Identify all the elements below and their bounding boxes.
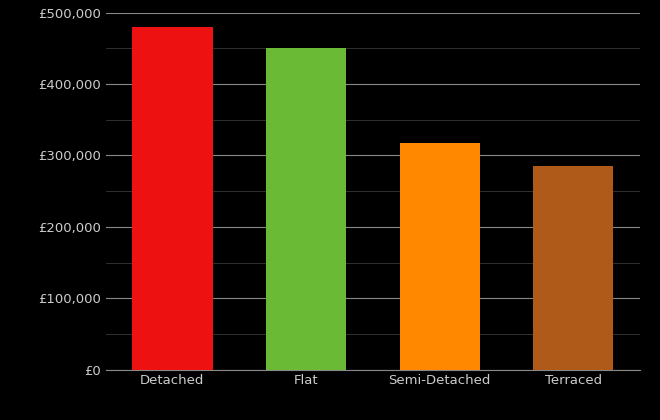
Bar	[533, 166, 614, 370]
Bar	[266, 48, 346, 370]
Bar	[400, 143, 480, 370]
Bar	[132, 27, 213, 370]
